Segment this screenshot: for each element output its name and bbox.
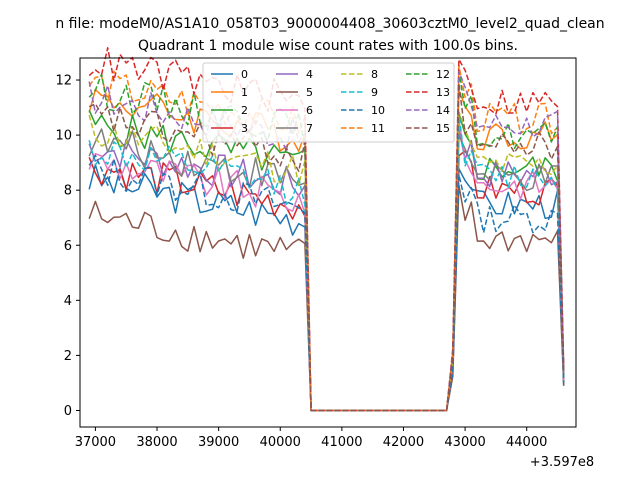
legend-label-5: 5 — [306, 86, 313, 99]
x-axis: 37000 38000 39000 40000 41000 42000 43000 44000 — [75, 427, 547, 450]
x-tick-label: 40000 — [260, 435, 301, 450]
x-tick-label: 44000 — [506, 435, 547, 450]
y-tick-label: 10 — [55, 129, 72, 144]
chart-title: Quadrant 1 module wise count rates with … — [138, 38, 518, 54]
legend-label-8: 8 — [371, 68, 378, 81]
y-tick-label: 2 — [64, 349, 72, 364]
y-tick-label: 6 — [64, 239, 72, 254]
legend-label-10: 10 — [371, 104, 385, 117]
x-tick-label: 37000 — [75, 435, 116, 450]
legend-label-11: 11 — [371, 122, 385, 135]
legend-label-1: 1 — [241, 86, 248, 99]
legend-label-13: 13 — [436, 86, 450, 99]
legend-label-4: 4 — [306, 68, 313, 81]
series-line-15 — [88, 82, 565, 412]
legend-label-6: 6 — [306, 104, 313, 117]
y-axis: 0 2 4 6 8 10 12 — [55, 74, 80, 419]
x-tick-label: 42000 — [383, 435, 424, 450]
y-tick-label: 4 — [64, 294, 72, 309]
legend-label-7: 7 — [306, 122, 313, 135]
x-tick-label: 39000 — [198, 435, 239, 450]
x-tick-label: 38000 — [136, 435, 177, 450]
chart-suptitle: n file: modeM0/AS1A10_058T03_9000004408_… — [55, 16, 604, 32]
legend-label-0: 0 — [241, 68, 248, 81]
plot-frame — [79, 57, 577, 428]
series-group — [88, 47, 565, 412]
legend-label-12: 12 — [436, 68, 450, 81]
y-tick-label: 12 — [55, 74, 72, 89]
x-tick-label: 43000 — [444, 435, 485, 450]
series-line-13 — [88, 47, 565, 412]
y-tick-label: 0 — [64, 404, 72, 419]
x-tick-label: 41000 — [321, 435, 362, 450]
legend-label-3: 3 — [241, 122, 248, 135]
legend-label-15: 15 — [436, 122, 450, 135]
legend-label-14: 14 — [436, 104, 450, 117]
legend-label-9: 9 — [371, 86, 378, 99]
y-tick-label: 8 — [64, 184, 72, 199]
legend-label-2: 2 — [241, 104, 248, 117]
series-line-8 — [88, 110, 565, 412]
legend-box — [202, 62, 455, 143]
x-offset-label: +3.597e8 — [530, 455, 594, 470]
